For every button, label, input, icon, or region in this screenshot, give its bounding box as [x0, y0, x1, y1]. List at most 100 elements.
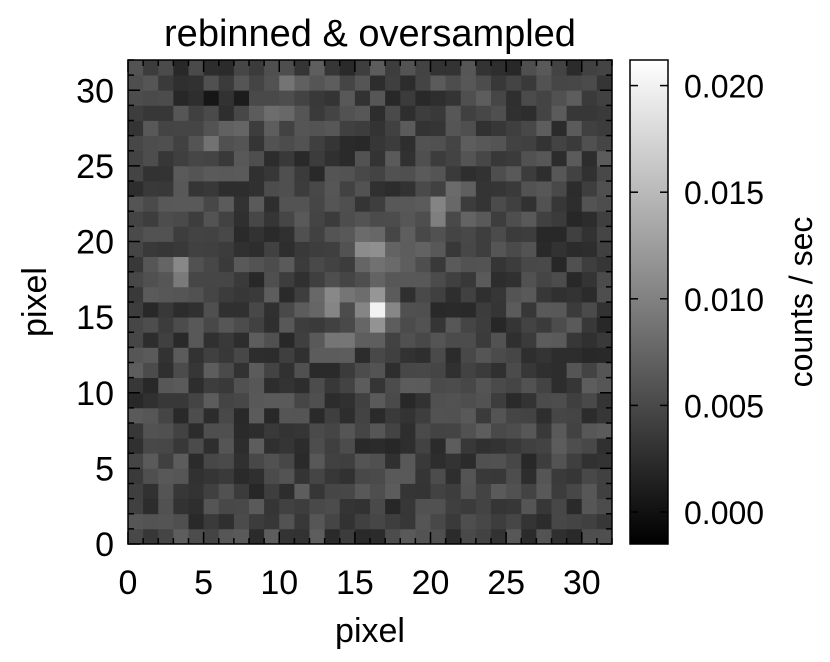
heatmap-cell: [536, 302, 552, 318]
heatmap-cell: [551, 468, 568, 484]
heatmap-cell: [218, 302, 235, 318]
heatmap-cell: [385, 468, 401, 484]
heatmap-cell: [460, 150, 477, 167]
heatmap-cell: [264, 271, 280, 288]
heatmap-cell: [188, 377, 205, 394]
heatmap-cell: [536, 483, 552, 500]
heatmap-cell: [218, 392, 235, 409]
heatmap-cell: [475, 347, 492, 363]
heatmap-cell: [506, 438, 522, 454]
heatmap-cell: [128, 377, 144, 394]
heatmap-cell: [128, 105, 144, 121]
heatmap-cell: [339, 332, 356, 348]
heatmap-cell: [370, 332, 386, 348]
heatmap-cell: [218, 423, 235, 439]
heatmap-cell: [143, 362, 159, 379]
heatmap-cell: [400, 211, 416, 227]
heatmap-cell: [415, 423, 431, 439]
heatmap-cell: [475, 135, 492, 152]
heatmap-cell: [294, 105, 310, 121]
heatmap-cell: [596, 453, 613, 469]
heatmap-cell: [596, 362, 613, 379]
heatmap-cell: [460, 196, 477, 212]
heatmap-cell: [324, 165, 341, 182]
heatmap-cell: [188, 135, 205, 152]
x-tick-label: 30: [563, 564, 601, 602]
heatmap-cell: [596, 317, 613, 333]
heatmap-cell: [188, 528, 205, 545]
heatmap-cell: [491, 75, 507, 91]
heatmap-cell: [264, 241, 280, 258]
heatmap-cell: [385, 60, 401, 76]
heatmap-cell: [294, 513, 310, 530]
heatmap-cell: [233, 438, 250, 454]
heatmap-cell: [218, 271, 235, 288]
heatmap-cell: [264, 317, 280, 333]
heatmap-cell: [475, 317, 492, 333]
heatmap-cell: [415, 453, 431, 469]
heatmap-cell: [158, 528, 174, 545]
heatmap-cell: [339, 241, 356, 258]
heatmap-cell: [551, 105, 568, 121]
heatmap-cell: [536, 286, 552, 303]
heatmap-cell: [188, 165, 205, 182]
heatmap-cell: [294, 528, 310, 545]
heatmap-cell: [491, 90, 507, 106]
heatmap-cell: [354, 302, 371, 318]
heatmap-cell: [233, 120, 250, 137]
heatmap-cell: [264, 90, 280, 106]
heatmap-cell: [143, 332, 159, 348]
heatmap-cell: [158, 90, 174, 106]
heatmap-cell: [324, 271, 341, 288]
heatmap-cell: [475, 468, 492, 484]
heatmap-cell: [203, 120, 220, 137]
heatmap-cell: [506, 60, 522, 76]
heatmap-cell: [551, 438, 568, 454]
heatmap-cell: [460, 468, 477, 484]
heatmap-cell: [218, 498, 235, 515]
colorbar-tick-label: 0.020: [684, 69, 764, 105]
heatmap-cell: [143, 513, 159, 530]
heatmap-cell: [566, 135, 583, 152]
heatmap-cell: [339, 135, 356, 152]
heatmap-cell: [506, 181, 522, 197]
heatmap-cell: [294, 226, 310, 242]
heatmap-cell: [188, 453, 205, 469]
heatmap-cell: [158, 483, 174, 500]
heatmap-cell: [536, 468, 552, 484]
heatmap-cell: [581, 483, 598, 500]
heatmap-cell: [536, 332, 552, 348]
heatmap-cell: [279, 438, 295, 454]
heatmap-cell: [581, 120, 598, 137]
heatmap-cell: [551, 407, 568, 424]
heatmap-cell: [400, 150, 416, 167]
heatmap-cell: [354, 271, 371, 288]
heatmap-cell: [203, 423, 220, 439]
heatmap-cell: [506, 347, 522, 363]
heatmap-cell: [491, 362, 507, 379]
heatmap-cell: [339, 211, 356, 227]
x-tick-label: 0: [119, 564, 138, 602]
heatmap-cell: [218, 377, 235, 394]
heatmap-cell: [566, 181, 583, 197]
heatmap-cell: [460, 286, 477, 303]
heatmap-cell: [143, 347, 159, 363]
heatmap-cell: [581, 407, 598, 424]
heatmap-cell: [264, 498, 280, 515]
heatmap-cell: [233, 362, 250, 379]
heatmap-cell: [309, 468, 326, 484]
heatmap-cell: [385, 317, 401, 333]
heatmap-cell: [279, 241, 295, 258]
heatmap-cell: [339, 90, 356, 106]
heatmap-cell: [188, 226, 205, 242]
heatmap-cell: [491, 211, 507, 227]
heatmap-cell: [521, 196, 537, 212]
heatmap-cell: [249, 135, 265, 152]
heatmap-cell: [596, 60, 613, 76]
x-tick-label: 25: [487, 564, 525, 602]
heatmap-cell: [294, 347, 310, 363]
heatmap-cell: [445, 392, 462, 409]
heatmap-cell: [218, 105, 235, 121]
heatmap-cell: [218, 241, 235, 258]
heatmap-cell: [445, 407, 462, 424]
